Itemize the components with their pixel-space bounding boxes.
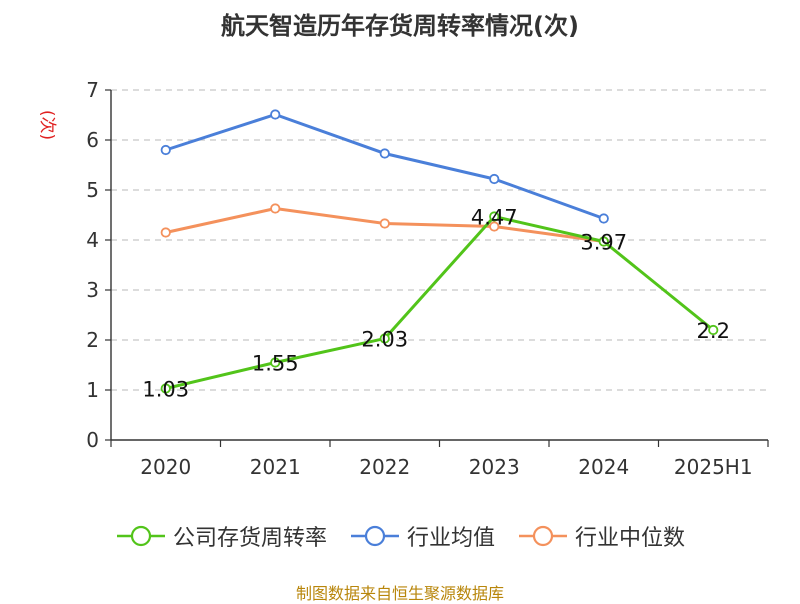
data-label: 2.03	[361, 328, 408, 352]
y-tick-label: 0	[86, 428, 99, 452]
data-point	[270, 109, 281, 120]
legend-item[interactable]: 公司存货周转率	[115, 520, 327, 552]
y-tick-label: 3	[86, 278, 99, 302]
x-tick-label: 2023	[469, 455, 520, 479]
y-tick-label: 7	[86, 78, 99, 102]
data-point	[160, 227, 171, 238]
legend-item[interactable]: 行业中位数	[517, 520, 685, 552]
legend-swatch	[116, 525, 165, 547]
data-point	[598, 236, 609, 247]
legend-swatch	[519, 525, 567, 547]
legend-label: 公司存货周转率	[172, 526, 327, 551]
data-point	[160, 144, 171, 156]
data-point	[708, 324, 719, 336]
y-tick-label: 4	[86, 228, 99, 252]
data-label: 3.97	[580, 231, 627, 255]
legend-label: 行业中位数	[575, 526, 686, 551]
chart-title: 航天智造历年存货周转率情况(次)	[221, 12, 579, 40]
data-point	[160, 383, 171, 394]
data-point	[489, 221, 500, 232]
data-point	[489, 211, 500, 222]
data-label: 4.47	[471, 206, 518, 230]
data-label: 2.2	[697, 319, 730, 343]
y-tick-label: 1	[86, 378, 99, 402]
y-tick-label: 6	[86, 128, 99, 152]
y-axis-label: (次)	[37, 110, 57, 140]
y-tick-label: 5	[86, 178, 99, 202]
data-point	[379, 218, 390, 229]
x-tick-label: 2024	[578, 455, 629, 479]
series-line	[165, 113, 605, 220]
data-label: 1.03	[142, 378, 189, 402]
source-note: 制图数据来自恒生聚源数据库	[295, 584, 504, 603]
x-tick-label: 2021	[250, 455, 301, 479]
data-point	[489, 173, 500, 185]
legend-item[interactable]: 行业均值	[349, 520, 495, 552]
data-point	[270, 203, 281, 214]
data-point	[379, 148, 390, 159]
legend: 公司存货周转率 行业均值 行业中位数	[0, 520, 800, 552]
series-line	[165, 215, 715, 390]
legend-swatch	[350, 525, 399, 547]
y-tick-label: 2	[86, 328, 99, 352]
x-tick-label: 2020	[140, 455, 191, 479]
data-point	[270, 357, 281, 368]
legend-label: 行业均值	[406, 526, 495, 551]
x-tick-label: 2022	[359, 455, 410, 479]
data-point	[598, 213, 609, 224]
data-label: 1.55	[252, 352, 299, 376]
x-tick-label: 2025H1	[674, 455, 753, 479]
data-point	[379, 333, 390, 344]
